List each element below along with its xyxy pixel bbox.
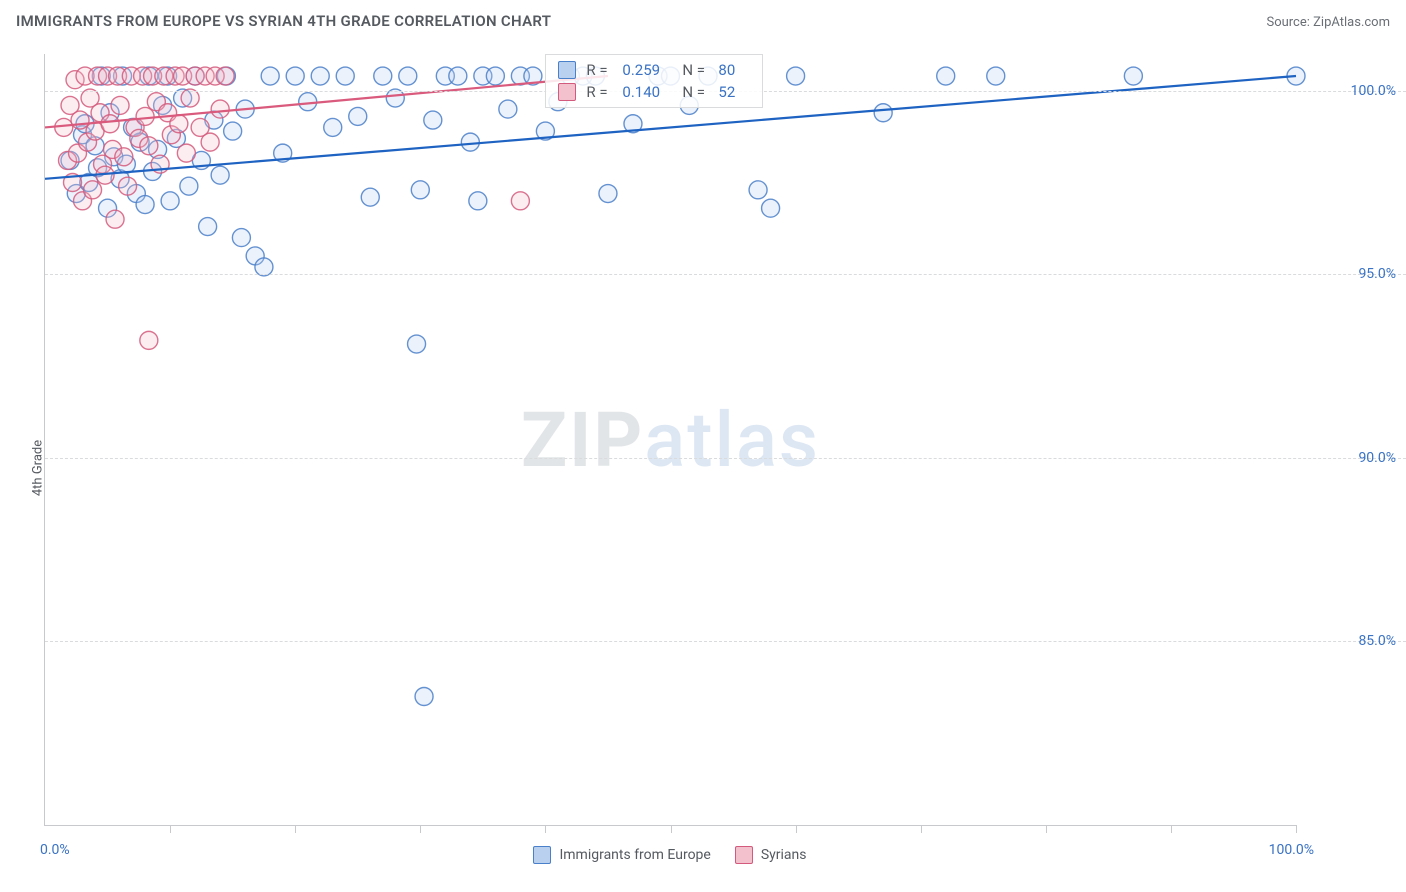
scatter-point-europe <box>762 199 780 217</box>
stats-swatch-syrians <box>558 83 576 101</box>
stats-r-value-europe: 0.259 <box>622 61 674 79</box>
scatter-point-europe <box>232 229 250 247</box>
legend-label-syrians: Syrians <box>761 847 807 863</box>
scatter-point-syrians <box>216 67 234 85</box>
scatter-point-europe <box>486 67 504 85</box>
stats-r-label: R = <box>586 83 614 101</box>
stats-n-value-syrians: 52 <box>718 83 750 101</box>
scatter-point-europe <box>386 89 404 107</box>
x-tick <box>295 825 296 833</box>
scatter-point-europe <box>987 67 1005 85</box>
scatter-point-europe <box>469 192 487 210</box>
scatter-point-syrians <box>84 181 102 199</box>
scatter-point-europe <box>261 67 279 85</box>
stats-swatch-europe <box>558 61 576 79</box>
legend-item-syrians: Syrians <box>735 846 807 864</box>
stats-box: R = 0.259 N = 80 R = 0.140 N = 52 <box>545 54 763 108</box>
scatter-point-syrians <box>511 192 529 210</box>
scatter-point-syrians <box>115 148 133 166</box>
scatter-point-syrians <box>177 144 195 162</box>
scatter-point-europe <box>224 122 242 140</box>
plot-area: ZIPatlas 85.0%90.0%95.0%100.0%R =0.259N … <box>44 54 1296 826</box>
legend: Immigrants from Europe Syrians <box>44 846 1296 864</box>
scatter-point-europe <box>180 177 198 195</box>
scatter-point-europe <box>874 104 892 122</box>
scatter-point-europe <box>136 196 154 214</box>
scatter-point-europe <box>361 188 379 206</box>
scatter-point-syrians <box>71 111 89 129</box>
scatter-point-syrians <box>140 137 158 155</box>
legend-swatch-europe <box>533 846 551 864</box>
scatter-point-syrians <box>170 115 188 133</box>
scatter-point-syrians <box>111 96 129 114</box>
scatter-point-europe <box>311 67 329 85</box>
stats-n-value-europe: 80 <box>718 61 750 79</box>
scatter-point-europe <box>299 93 317 111</box>
stats-n-label: N = <box>682 83 710 101</box>
scatter-point-syrians <box>106 210 124 228</box>
legend-swatch-syrians <box>735 846 753 864</box>
gridline-h <box>45 641 1406 642</box>
legend-item-europe: Immigrants from Europe <box>533 846 710 864</box>
scatter-point-europe <box>411 181 429 199</box>
x-tick <box>545 825 546 833</box>
scatter-point-europe <box>1124 67 1142 85</box>
gridline-h <box>45 458 1406 459</box>
scatter-point-europe <box>499 100 517 118</box>
scatter-point-europe <box>408 335 426 353</box>
scatter-point-syrians <box>211 100 229 118</box>
legend-label-europe: Immigrants from Europe <box>559 847 710 863</box>
scatter-point-europe <box>286 67 304 85</box>
source-label: Source: ZipAtlas.com <box>1266 15 1390 30</box>
scatter-point-syrians <box>119 177 137 195</box>
x-tick <box>671 825 672 833</box>
scatter-point-europe <box>161 192 179 210</box>
scatter-point-europe <box>211 166 229 184</box>
chart-title: IMMIGRANTS FROM EUROPE VS SYRIAN 4TH GRA… <box>16 12 551 30</box>
x-tick <box>1296 825 1297 833</box>
y-tick-label: 95.0% <box>1306 266 1396 282</box>
scatter-point-europe <box>199 218 217 236</box>
scatter-point-europe <box>787 67 805 85</box>
x-tick <box>170 825 171 833</box>
x-tick <box>1046 825 1047 833</box>
scatter-point-europe <box>424 111 442 129</box>
y-tick-label: 100.0% <box>1306 83 1396 99</box>
x-tick <box>921 825 922 833</box>
scatter-point-syrians <box>201 133 219 151</box>
scatter-svg <box>45 54 1296 825</box>
scatter-point-syrians <box>181 89 199 107</box>
scatter-point-syrians <box>55 118 73 136</box>
y-tick-label: 85.0% <box>1306 633 1396 649</box>
y-tick-label: 90.0% <box>1306 450 1396 466</box>
x-tick <box>1171 825 1172 833</box>
stats-n-label: N = <box>682 61 710 79</box>
scatter-point-europe <box>599 185 617 203</box>
stats-r-label: R = <box>586 61 614 79</box>
scatter-point-europe <box>349 107 367 125</box>
scatter-point-europe <box>336 67 354 85</box>
scatter-point-europe <box>415 688 433 706</box>
scatter-point-europe <box>399 67 417 85</box>
stats-r-value-syrians: 0.140 <box>622 83 674 101</box>
scatter-point-europe <box>937 67 955 85</box>
scatter-point-europe <box>324 118 342 136</box>
scatter-point-syrians <box>136 107 154 125</box>
scatter-point-europe <box>374 67 392 85</box>
scatter-point-syrians <box>140 331 158 349</box>
x-tick <box>796 825 797 833</box>
scatter-point-europe <box>461 133 479 151</box>
scatter-point-syrians <box>101 115 119 133</box>
scatter-point-europe <box>449 67 467 85</box>
gridline-h <box>45 274 1406 275</box>
x-tick <box>420 825 421 833</box>
scatter-point-europe <box>255 258 273 276</box>
scatter-point-europe <box>749 181 767 199</box>
